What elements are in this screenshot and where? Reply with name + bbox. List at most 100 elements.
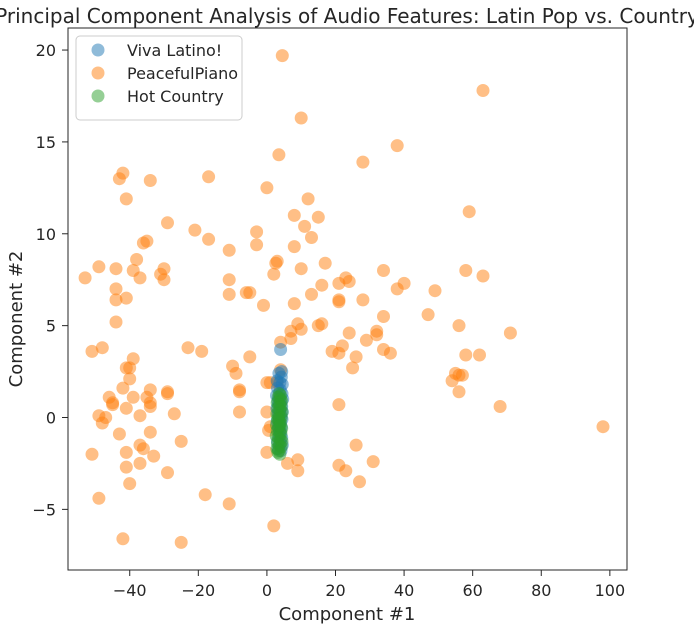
point-peacefulpiano <box>452 385 466 399</box>
y-tick-label: 10 <box>36 225 56 244</box>
point-peacefulpiano <box>287 208 301 222</box>
y-tick-label: 20 <box>36 41 56 60</box>
point-peacefulpiano <box>332 346 346 360</box>
point-peacefulpiano <box>202 170 216 184</box>
point-peacefulpiano <box>109 315 123 329</box>
point-peacefulpiano <box>106 398 120 412</box>
point-peacefulpiano <box>305 231 318 244</box>
point-peacefulpiano <box>143 425 157 439</box>
x-tick-label: 20 <box>325 581 345 600</box>
point-peacefulpiano <box>346 361 360 375</box>
point-peacefulpiano <box>109 282 123 296</box>
point-peacefulpiano <box>119 401 133 415</box>
point-peacefulpiano <box>95 416 109 430</box>
point-peacefulpiano <box>92 260 106 274</box>
x-tick-label: 80 <box>531 581 551 600</box>
point-peacefulpiano <box>390 282 404 296</box>
point-peacefulpiano <box>222 273 236 287</box>
point-peacefulpiano <box>356 293 370 307</box>
point-peacefulpiano <box>116 532 130 546</box>
point-peacefulpiano <box>503 326 517 340</box>
point-peacefulpiano <box>260 445 274 459</box>
point-peacefulpiano <box>315 278 329 292</box>
point-peacefulpiano <box>332 398 346 412</box>
point-peacefulpiano <box>349 438 363 452</box>
point-peacefulpiano <box>318 256 332 270</box>
point-peacefulpiano <box>167 407 181 421</box>
point-peacefulpiano <box>476 84 490 97</box>
point-peacefulpiano <box>353 475 366 489</box>
point-peacefulpiano <box>181 341 195 355</box>
x-axis: −40 −20 0 20 40 60 80 100 <box>113 570 625 600</box>
x-tick-label: 40 <box>394 581 414 600</box>
point-peacefulpiano <box>459 264 473 277</box>
point-peacefulpiano <box>222 287 236 301</box>
plot-area <box>78 49 610 549</box>
point-peacefulpiano <box>428 284 442 298</box>
plot-frame <box>67 27 628 571</box>
point-peacefulpiano <box>267 267 281 281</box>
point-peacefulpiano <box>294 111 308 125</box>
point-peacefulpiano <box>243 286 257 300</box>
point-peacefulpiano <box>445 374 459 388</box>
legend: Viva Latino! PeacefulPiano Hot Country <box>75 35 243 121</box>
point-peacefulpiano <box>140 234 154 248</box>
point-peacefulpiano <box>112 172 126 186</box>
point-peacefulpiano <box>198 488 212 502</box>
point-peacefulpiano <box>275 49 289 63</box>
point-peacefulpiano <box>421 308 435 322</box>
point-peacefulpiano <box>377 264 390 277</box>
point-peacefulpiano <box>452 319 466 333</box>
x-tick-label: 60 <box>462 581 482 600</box>
point-peacefulpiano <box>305 287 318 301</box>
point-peacefulpiano <box>311 210 325 224</box>
point-peacefulpiano <box>267 519 281 533</box>
point-peacefulpiano <box>459 348 473 362</box>
point-peacefulpiano <box>119 460 133 474</box>
point-peacefulpiano <box>143 400 157 413</box>
point-peacefulpiano <box>174 434 188 448</box>
legend-label: Viva Latino! <box>127 41 222 60</box>
point-peacefulpiano <box>377 310 390 323</box>
point-peacefulpiano <box>301 192 315 206</box>
point-peacefulpiano <box>272 148 286 162</box>
point-peacefulpiano <box>284 332 298 345</box>
point-peacefulpiano <box>143 174 157 187</box>
y-tick-label: 5 <box>46 317 56 336</box>
point-peacefulpiano <box>130 253 144 266</box>
point-peacefulpiano <box>202 232 216 246</box>
point-peacefulpiano <box>281 456 294 470</box>
point-peacefulpiano <box>349 350 363 364</box>
point-peacefulpiano <box>596 420 610 434</box>
x-tick-label: −40 <box>113 581 147 600</box>
point-peacefulpiano <box>147 449 161 463</box>
point-peacefulpiano <box>85 344 99 358</box>
x-tick-label: 100 <box>595 581 626 600</box>
point-peacefulpiano <box>332 276 346 290</box>
point-peacefulpiano <box>222 497 236 511</box>
point-peacefulpiano <box>161 387 174 401</box>
point-peacefulpiano <box>287 240 301 254</box>
chart-title: Principal Component Analysis of Audio Fe… <box>0 4 694 28</box>
point-peacefulpiano <box>291 453 305 467</box>
point-peacefulpiano <box>195 344 209 358</box>
point-peacefulpiano <box>342 326 356 340</box>
point-peacefulpiano <box>119 361 133 375</box>
point-peacefulpiano <box>473 348 486 362</box>
point-peacefulpiano <box>85 447 99 461</box>
point-peacefulpiano <box>359 333 373 347</box>
point-peacefulpiano <box>342 275 356 288</box>
point-peacefulpiano <box>136 442 150 456</box>
legend-marker <box>91 66 105 80</box>
point-peacefulpiano <box>476 269 490 283</box>
point-viva-latino <box>274 343 288 356</box>
point-peacefulpiano <box>126 390 140 404</box>
y-tick-label: 15 <box>36 133 56 152</box>
point-peacefulpiano <box>133 271 147 285</box>
legend-marker <box>91 43 105 57</box>
point-peacefulpiano <box>493 400 507 413</box>
point-peacefulpiano <box>233 385 246 399</box>
point-peacefulpiano <box>112 427 126 441</box>
point-peacefulpiano <box>383 346 397 360</box>
